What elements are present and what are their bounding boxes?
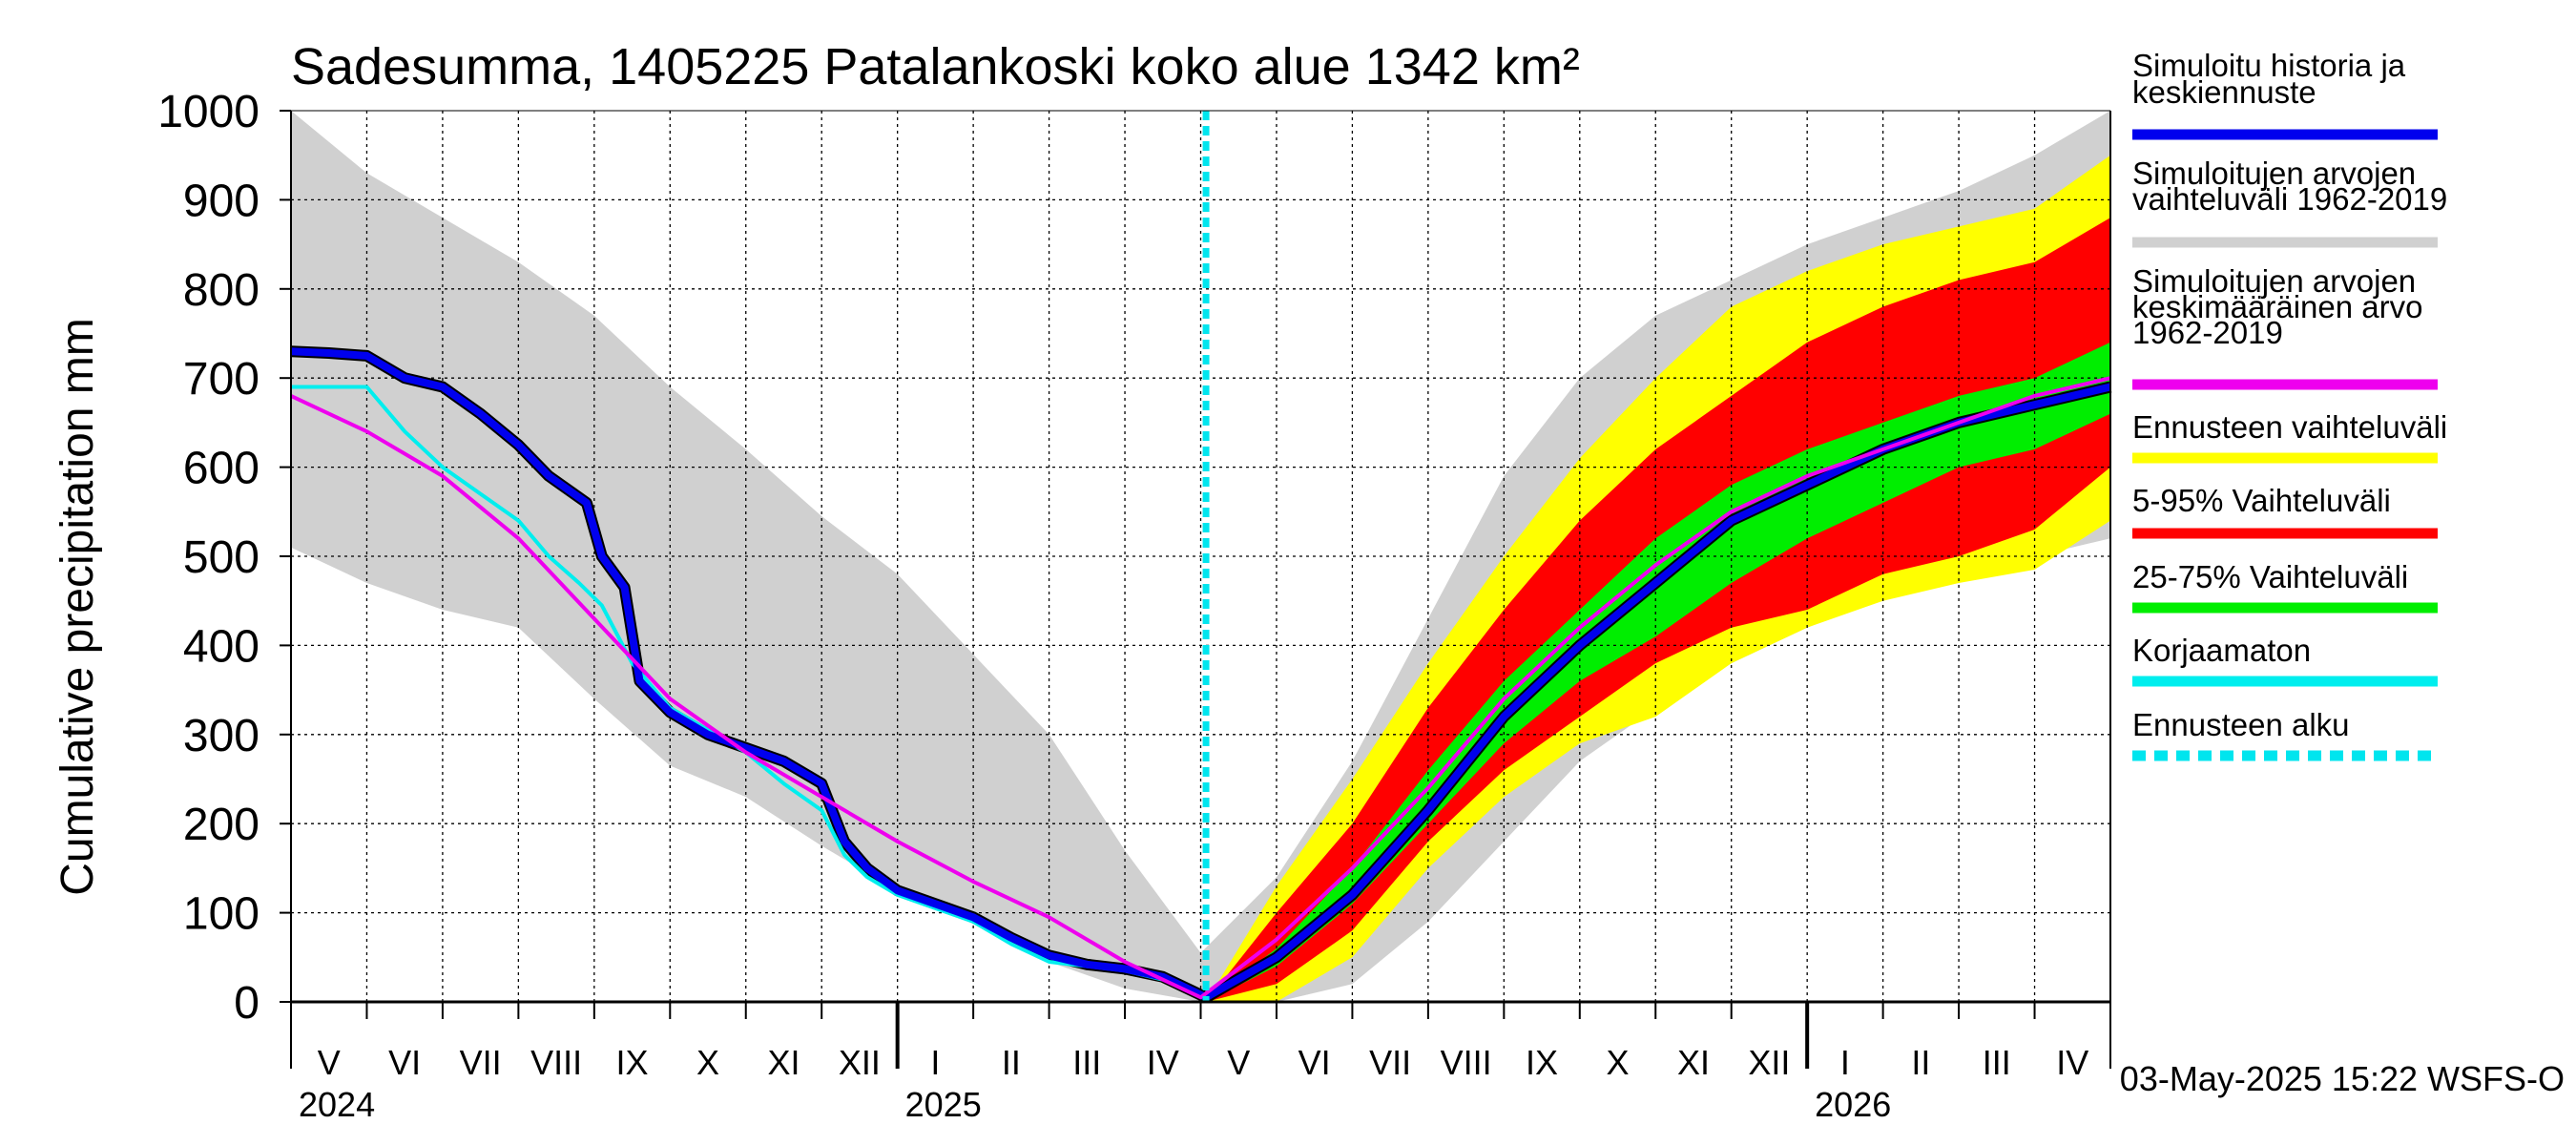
month-label: I [930,1043,940,1082]
y-tick-label: 0 [234,978,260,1029]
month-label: X [1607,1043,1630,1082]
month-label: V [1227,1043,1250,1082]
y-tick-label: 400 [183,621,260,672]
legend-label: 1962-2019 [2132,315,2283,350]
series-lines [290,111,2112,1004]
legend-label: keskiennuste [2132,74,2316,110]
legend-label: Korjaamaton [2132,633,2311,668]
month-label: XI [767,1043,800,1082]
history-mean-forecast-line [290,347,2111,1002]
y-tick-label: 900 [183,176,260,226]
month-label: XII [1748,1043,1790,1082]
month-label: VIII [1441,1043,1492,1082]
y-tick-labels: 0 100 200 300 400 500 600 700 800 900 1000 [157,87,260,1029]
month-label: X [696,1043,719,1082]
legend-label: 25-75% Vaihteluväli [2132,559,2408,594]
y-tick-label: 300 [183,711,260,761]
legend-label: Simuloitujen arvojen [2132,156,2416,191]
month-label: VII [460,1043,502,1082]
month-label: I [1840,1043,1850,1082]
y-tick-label: 700 [183,354,260,405]
year-label: 2026 [1815,1085,1891,1124]
y-tick-label: 800 [183,265,260,316]
month-label: VII [1369,1043,1411,1082]
y-tick-label: 100 [183,889,260,940]
month-label: IX [1526,1043,1558,1082]
month-label: II [1002,1043,1021,1082]
y-tick-label: 600 [183,444,260,494]
y-tick-label: 200 [183,800,260,850]
timestamp: 03-May-2025 15:22 WSFS-O [2120,1059,2565,1098]
y-axis-label: Cumulative precipitation mm [52,318,103,896]
axes [280,110,2111,1069]
year-labels: 2024 2025 2026 [299,1085,1891,1124]
month-label: XI [1677,1043,1710,1082]
month-label: VI [1298,1043,1331,1082]
month-label: V [318,1043,341,1082]
legend-label: Ennusteen vaihteluväli [2132,409,2447,445]
month-label: VI [388,1043,421,1082]
chart-title: Sadesumma, 1405225 Patalankoski koko alu… [291,38,1580,95]
month-label: III [1072,1043,1101,1082]
legend-label: keskimääräinen arvo [2132,289,2422,324]
month-labels: V VI VII VIII IX X XI XII I II III IV V VI VII VIII IX X X… [318,1043,2089,1082]
legend-label: Ennusteen alku [2132,707,2350,742]
year-label: 2024 [299,1085,375,1124]
month-label: II [1911,1043,1930,1082]
month-label: IV [1147,1043,1179,1082]
y-tick-label: 500 [183,532,260,583]
year-label: 2025 [905,1085,982,1124]
legend-label: Simuloitujen arvojen [2132,263,2416,299]
month-label: VIII [530,1043,582,1082]
month-label: III [1983,1043,2011,1082]
uncorrected-line [291,385,1207,1000]
y-tick-label: 1000 [157,87,260,137]
month-label: IV [2056,1043,2088,1082]
legend-label: vaihteluväli 1962-2019 [2132,181,2447,217]
month-label: XII [839,1043,881,1082]
month-label: IX [616,1043,649,1082]
mean-line [290,376,2111,1000]
grid-lines [291,111,2110,1002]
legend-label: Simuloitu historia ja [2132,48,2406,83]
legend-label: 5-95% Vaihteluväli [2132,483,2391,518]
